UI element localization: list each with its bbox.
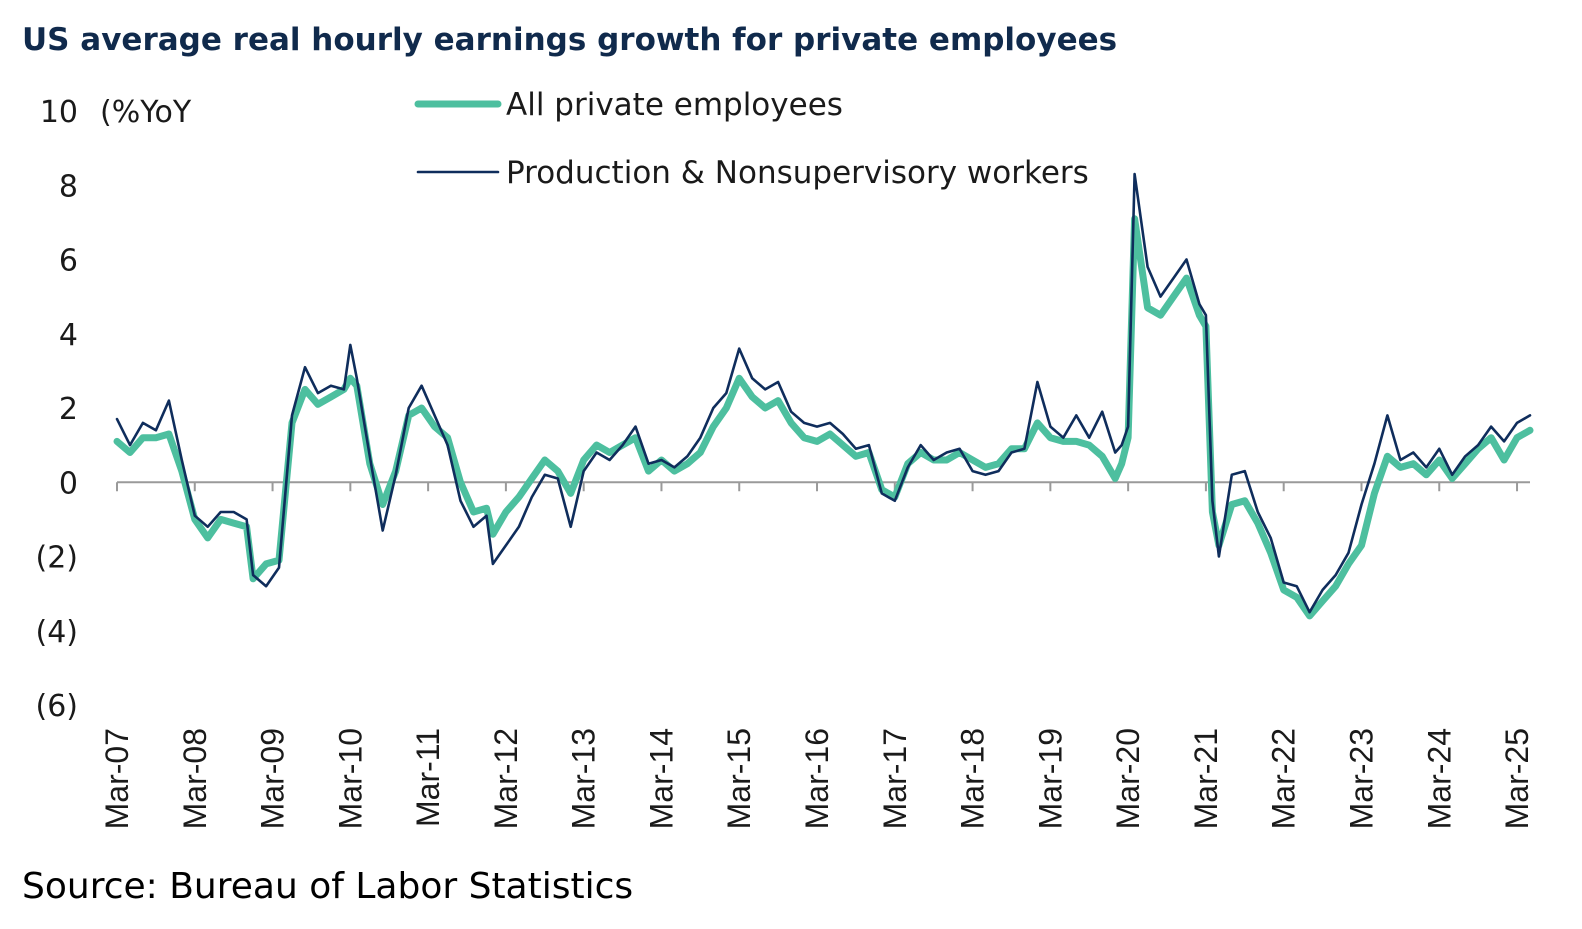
- y-tick-label: 0: [59, 466, 78, 501]
- x-tick-label: Mar-15: [721, 728, 757, 829]
- y-axis-ticks: 10 8 6 4 2 0 (2) (4) (6): [36, 95, 79, 724]
- y-tick-label: (2): [36, 541, 79, 576]
- series-layer: [113, 172, 1534, 620]
- y-axis-label: (%YoY: [100, 95, 192, 130]
- y-tick-label: 4: [59, 318, 78, 353]
- x-tick-label: Mar-10: [332, 728, 368, 829]
- legend: All private employees Production & Nonsu…: [414, 87, 1089, 191]
- x-tick-label: Mar-08: [177, 728, 213, 829]
- x-tick-label: Mar-17: [877, 728, 913, 829]
- x-tick-label: Mar-07: [99, 728, 135, 829]
- source-note: Source: Bureau of Labor Statistics: [22, 866, 634, 907]
- x-tick-label: Mar-16: [799, 728, 835, 829]
- x-tick-label: Mar-18: [955, 728, 991, 829]
- x-tick-label: Mar-23: [1343, 728, 1379, 829]
- series-line-all-private: [113, 215, 1534, 620]
- x-tick-label: Mar-22: [1266, 728, 1302, 829]
- x-tick-label: Mar-11: [410, 728, 446, 827]
- x-tick-label: Mar-09: [255, 728, 291, 829]
- x-tick-label: Mar-19: [1032, 728, 1068, 829]
- x-tick-label: Mar-24: [1421, 728, 1457, 829]
- legend-label-all-private: All private employees: [506, 87, 843, 123]
- series-line-production: [115, 172, 1532, 614]
- y-tick-label: 2: [59, 392, 78, 427]
- y-tick-label: 10: [40, 95, 78, 130]
- x-axis-ticks: Mar-07 Mar-08 Mar-09 Mar-10 Mar-11 Mar-12 Mar-…: [99, 482, 1535, 829]
- y-tick-label: (4): [36, 615, 79, 650]
- x-tick-label: Mar-20: [1110, 728, 1146, 829]
- x-tick-label: Mar-13: [566, 728, 602, 829]
- x-tick-label: Mar-25: [1499, 728, 1535, 829]
- y-tick-label: 8: [59, 169, 78, 204]
- x-tick-label: Mar-12: [488, 728, 524, 829]
- chart-title: US average real hourly earnings growth f…: [22, 22, 1118, 58]
- x-tick-label: Mar-21: [1188, 728, 1224, 829]
- x-tick-label: Mar-14: [643, 728, 679, 829]
- legend-label-production: Production & Nonsupervisory workers: [506, 155, 1089, 191]
- y-tick-label: 6: [59, 244, 78, 279]
- y-tick-label: (6): [36, 689, 79, 724]
